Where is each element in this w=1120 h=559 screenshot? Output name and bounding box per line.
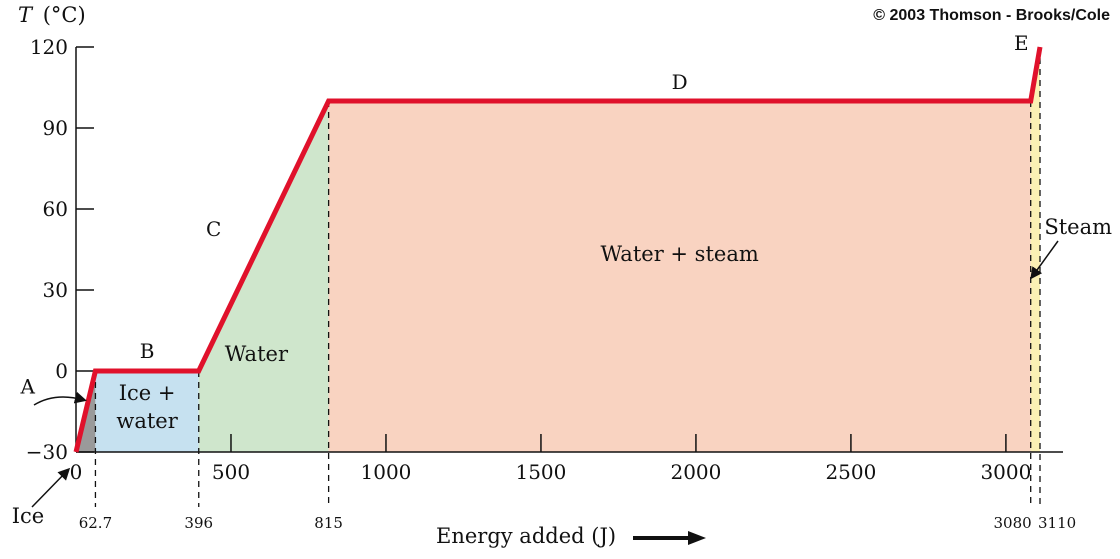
region-label-ice-water: water (116, 409, 178, 433)
y-axis-label: T (°C) (18, 3, 86, 27)
y-tick-label: 30 (43, 278, 68, 302)
region-steam (1030, 47, 1040, 452)
y-tick-label: −30 (26, 440, 68, 464)
region-label-ice: Ice (12, 504, 44, 528)
segment-label-d: D (672, 70, 688, 94)
region-label-ice-water: Ice + (119, 381, 176, 405)
pointer-arrow-a (33, 391, 87, 406)
region-labels: Ice Ice + water Water Water + steam Steam (12, 215, 1112, 528)
marked-x-label: 3080 (994, 514, 1032, 532)
x-tick-label: 1500 (515, 460, 566, 484)
region-water (198, 101, 329, 452)
copyright-text: © 2003 Thomson - Brooks/Cole (873, 7, 1110, 24)
y-ticks: −30 0 30 60 90 120 (26, 35, 94, 464)
marked-x-label: 62.7 (79, 514, 112, 532)
x-tick-label: 0 (70, 460, 83, 484)
region-label-water-steam: Water + steam (601, 242, 759, 266)
marked-x-labels: 62.7 396 815 3080 3110 (79, 514, 1076, 532)
pointer-arrow-steam (1030, 240, 1059, 280)
y-tick-label: 120 (30, 35, 68, 59)
region-ice-water (95, 371, 199, 452)
region-label-steam: Steam (1044, 215, 1112, 239)
x-tick-label: 1000 (361, 460, 412, 484)
x-ticks: 0 500 1000 1500 2000 2500 3000 (70, 434, 1031, 484)
region-label-water: Water (225, 342, 289, 366)
y-axis-label-symbol: T (18, 3, 34, 27)
marked-x-label: 815 (314, 514, 343, 532)
marked-x-label: 3110 (1038, 514, 1076, 532)
segment-label-a: A (19, 375, 35, 399)
temperature-curve (73, 46, 1043, 453)
y-tick-label: 60 (43, 197, 68, 221)
x-tick-label: 2000 (670, 460, 721, 484)
x-tick-label: 500 (212, 460, 250, 484)
segment-label-c: C (206, 217, 221, 241)
y-tick-label: 90 (43, 116, 68, 140)
series-group (73, 46, 1043, 453)
dashed-markers (94, 47, 1041, 507)
segment-label-b: B (140, 339, 155, 363)
phase-regions (76, 47, 1040, 452)
x-axis-label: Energy added (J) (436, 524, 616, 548)
x-tick-label: 2500 (825, 460, 876, 484)
pointer-arrow-ice (31, 467, 71, 508)
y-tick-label: 0 (55, 359, 68, 383)
x-axis-arrow-icon (633, 531, 706, 545)
marked-x-label: 396 (184, 514, 213, 532)
x-tick-label: 3000 (980, 460, 1031, 484)
segment-label-e: E (1014, 31, 1029, 55)
segment-labels: A B C D E (19, 31, 1028, 399)
region-water-steam (328, 101, 1031, 452)
y-axis-label-unit: (°C) (43, 3, 86, 27)
